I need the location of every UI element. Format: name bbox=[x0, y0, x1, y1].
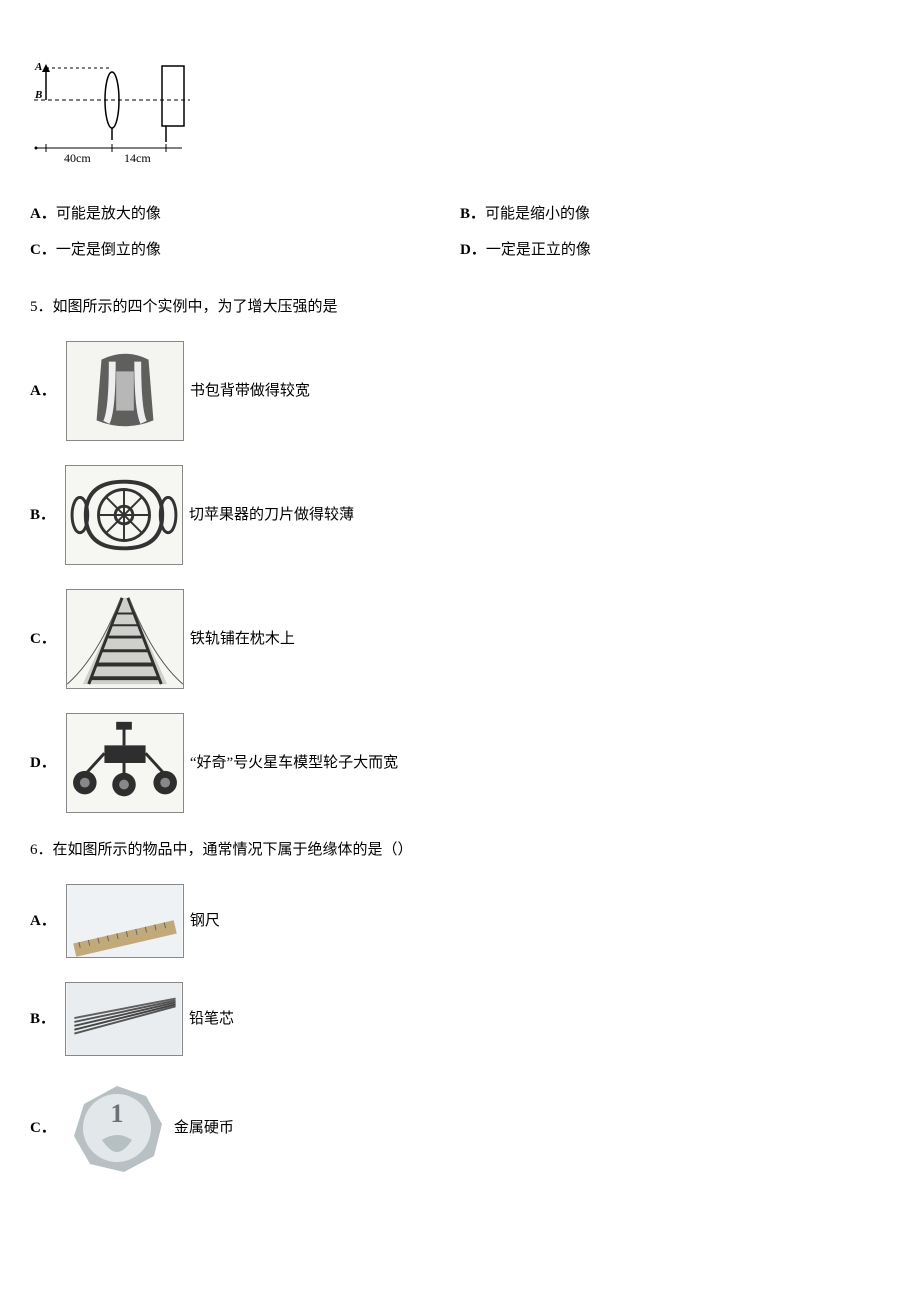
q6-C-text: 金属硬币 bbox=[174, 1116, 234, 1140]
steel-ruler-icon bbox=[67, 885, 183, 957]
q6-A-text: 钢尺 bbox=[190, 909, 220, 933]
q4-figure: A B 40cm 14cm bbox=[32, 60, 890, 178]
q6-C-letter: C． bbox=[30, 1116, 56, 1140]
q6-B-image bbox=[65, 982, 183, 1056]
q5-option-B[interactable]: B． 切苹果器的刀片做得较薄 bbox=[30, 465, 890, 565]
q5-number: 5． bbox=[30, 299, 53, 315]
q6-C-image: 1 bbox=[66, 1080, 168, 1176]
q5-B-text: 切苹果器的刀片做得较薄 bbox=[189, 503, 354, 527]
q5-C-letter: C． bbox=[30, 627, 56, 651]
q5-D-text: “好奇”号火星车模型轮子大而宽 bbox=[190, 751, 398, 775]
q4-option-B[interactable]: B．可能是缩小的像 bbox=[460, 196, 890, 232]
q4-B-text: 可能是缩小的像 bbox=[485, 206, 590, 222]
q6-stem: 6．在如图所示的物品中，通常情况下属于绝缘体的是（） bbox=[30, 837, 890, 864]
dim-14cm: 14cm bbox=[124, 151, 151, 165]
q6-number: 6． bbox=[30, 842, 53, 858]
q5-stem: 5．如图所示的四个实例中，为了增大压强的是 bbox=[30, 294, 890, 321]
q4-A-letter: A． bbox=[30, 206, 56, 222]
q5-D-image bbox=[66, 713, 184, 813]
q6-option-A[interactable]: A． 钢尺 bbox=[30, 884, 890, 958]
q5-C-image bbox=[66, 589, 184, 689]
q4-D-text: 一定是正立的像 bbox=[486, 242, 591, 258]
q5-option-D[interactable]: D． “好奇”号火星车模型轮子大而宽 bbox=[30, 713, 890, 813]
q5-A-letter: A． bbox=[30, 379, 56, 403]
q4-B-letter: B． bbox=[460, 206, 485, 222]
label-B: B bbox=[34, 89, 42, 101]
q6-A-image bbox=[66, 884, 184, 958]
coin-icon: 1 bbox=[66, 1080, 168, 1176]
dim-40cm: 40cm bbox=[64, 151, 91, 165]
q4-option-C[interactable]: C．一定是倒立的像 bbox=[30, 232, 460, 268]
q6-stem-text: 在如图所示的物品中，通常情况下属于绝缘体的是（） bbox=[53, 842, 413, 858]
q4-D-letter: D． bbox=[460, 242, 486, 258]
q4-option-A[interactable]: A．可能是放大的像 bbox=[30, 196, 460, 232]
q6-B-text: 铅笔芯 bbox=[189, 1007, 234, 1031]
railway-icon bbox=[67, 590, 183, 688]
coin-value: 1 bbox=[110, 1099, 123, 1128]
backpack-icon bbox=[67, 342, 183, 440]
q5-A-text: 书包背带做得较宽 bbox=[190, 379, 310, 403]
q5-A-image bbox=[66, 341, 184, 441]
q5-D-letter: D． bbox=[30, 751, 56, 775]
q5-option-A[interactable]: A． 书包背带做得较宽 bbox=[30, 341, 890, 441]
q6-A-letter: A． bbox=[30, 909, 56, 933]
q4-C-text: 一定是倒立的像 bbox=[56, 242, 161, 258]
q6-B-letter: B． bbox=[30, 1007, 55, 1031]
q4-A-text: 可能是放大的像 bbox=[56, 206, 161, 222]
q4-options: A．可能是放大的像 B．可能是缩小的像 C．一定是倒立的像 D．一定是正立的像 bbox=[30, 196, 890, 268]
apple-slicer-icon bbox=[66, 466, 182, 564]
q5-stem-text: 如图所示的四个实例中，为了增大压强的是 bbox=[53, 299, 338, 315]
q5-C-text: 铁轨铺在枕木上 bbox=[190, 627, 295, 651]
lens-diagram: A B 40cm 14cm bbox=[32, 60, 192, 170]
q5-option-C[interactable]: C． 铁轨铺在枕木上 bbox=[30, 589, 890, 689]
mars-rover-icon bbox=[67, 714, 183, 812]
q5-B-image bbox=[65, 465, 183, 565]
q6-option-B[interactable]: B． 铅笔芯 bbox=[30, 982, 890, 1056]
q4-option-D[interactable]: D．一定是正立的像 bbox=[460, 232, 890, 268]
q6-option-C[interactable]: C． 1 金属硬币 bbox=[30, 1080, 890, 1176]
q4-C-letter: C． bbox=[30, 242, 56, 258]
label-A: A bbox=[34, 61, 42, 73]
pencil-lead-icon bbox=[66, 983, 182, 1055]
q5-B-letter: B． bbox=[30, 503, 55, 527]
